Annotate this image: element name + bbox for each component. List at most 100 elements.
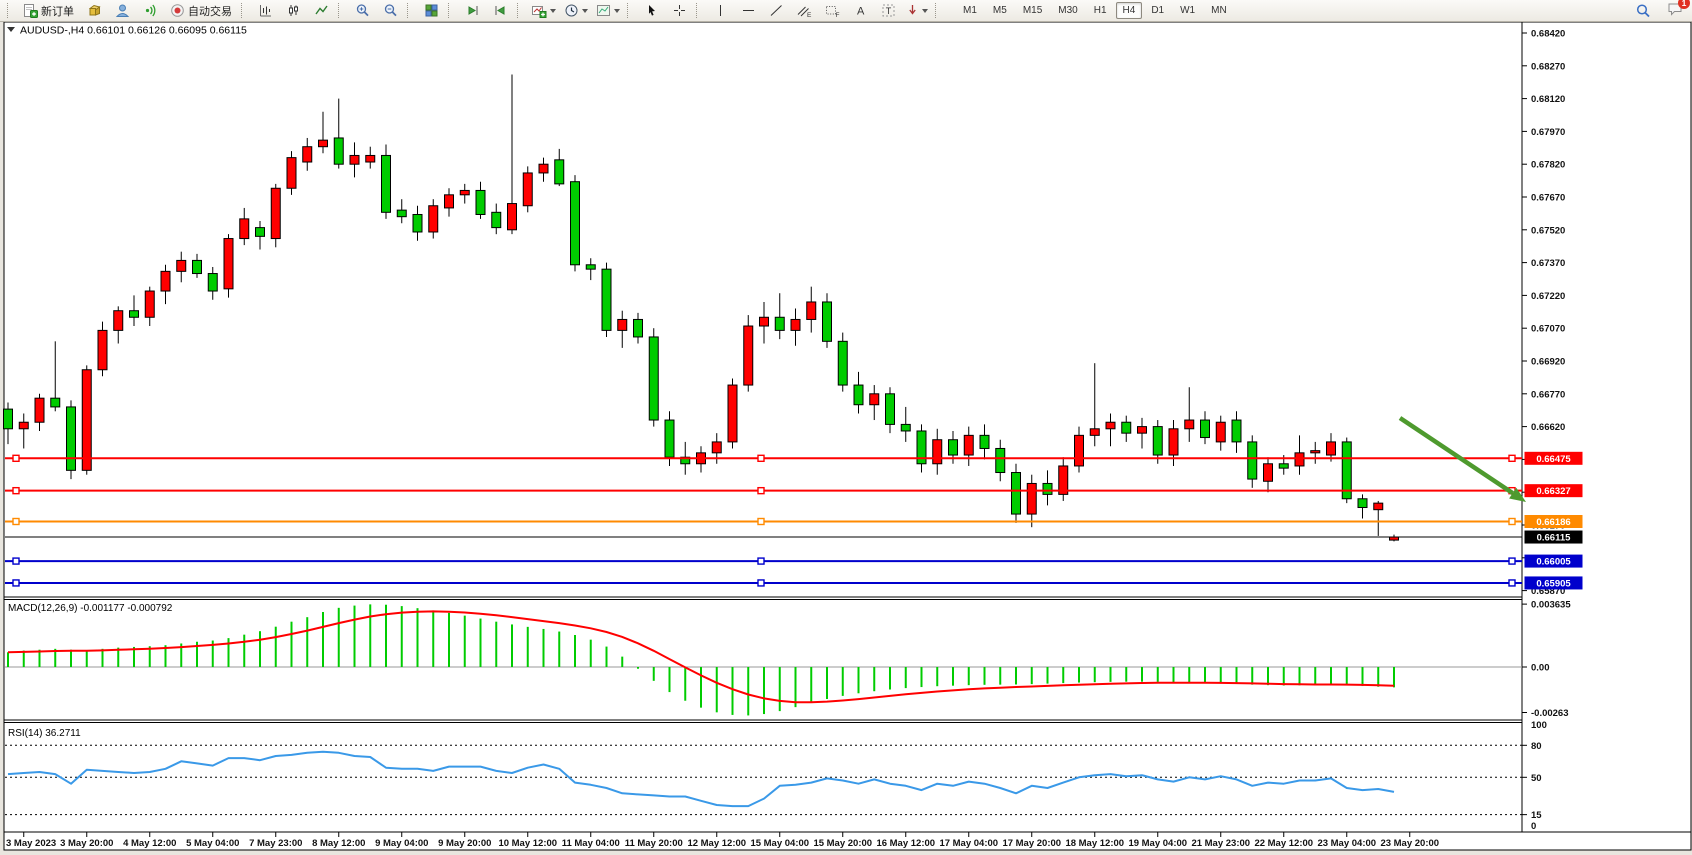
line-chart-icon <box>314 3 329 18</box>
trend-arrow[interactable] <box>1398 416 1526 502</box>
dropdown-caret <box>582 8 588 13</box>
hline-handle[interactable] <box>12 579 20 587</box>
candle-body <box>774 316 785 331</box>
candle <box>160 264 171 305</box>
candle <box>759 301 769 344</box>
hline-handle[interactable] <box>757 454 765 463</box>
rsi-line <box>7 750 1395 808</box>
candle <box>1184 387 1195 442</box>
vertical-line-tool[interactable] <box>707 1 733 21</box>
candle-body <box>1310 450 1321 454</box>
candle-body <box>1278 463 1289 469</box>
timeframe-MN[interactable]: MN <box>1211 5 1227 16</box>
rsi-label: RSI(14) 36.2711 <box>8 728 81 739</box>
rsi-axis: 100 80 50 150 <box>1522 720 1547 832</box>
candle-body <box>853 384 864 406</box>
autotrading-label: 自动交易 <box>188 5 232 18</box>
candle <box>255 221 265 250</box>
profile-icon <box>115 3 130 18</box>
candle <box>18 413 29 449</box>
cursor-button[interactable] <box>638 1 664 21</box>
chat-icon[interactable]: 1 <box>1667 0 1690 22</box>
indicators-button[interactable] <box>528 1 559 21</box>
candle <box>428 199 439 239</box>
timeframe-W1[interactable]: W1 <box>1180 5 1196 16</box>
timeframe-H1[interactable]: H1 <box>1093 5 1107 16</box>
candle <box>995 439 1006 482</box>
hline-handle[interactable] <box>12 517 20 526</box>
autotrading-button[interactable]: 自动交易 <box>165 1 237 21</box>
collapse-triangle-icon[interactable] <box>7 27 15 32</box>
trend-arrow-shaft[interactable] <box>1398 416 1514 495</box>
trend-arrow-head[interactable] <box>1509 487 1526 502</box>
hline-handle[interactable] <box>12 454 20 463</box>
text-tool[interactable]: A <box>847 1 873 21</box>
styler-button[interactable] <box>81 1 107 21</box>
hline-0.66475[interactable]: 0.66475 <box>5 451 1583 465</box>
auto-scroll-button[interactable] <box>459 1 485 21</box>
hline-handle[interactable] <box>1508 579 1516 587</box>
community-button[interactable] <box>109 1 135 21</box>
hline-handle[interactable] <box>757 579 765 587</box>
timeframe-M15[interactable]: M15 <box>1022 5 1043 16</box>
label-tool[interactable]: T <box>875 1 901 21</box>
arrows-tool[interactable] <box>903 1 931 21</box>
date-label: 10 May 12:00 <box>498 838 557 849</box>
candle <box>1294 435 1305 475</box>
tile-windows-button[interactable] <box>418 1 444 21</box>
date-label: 19 May 04:00 <box>1128 838 1187 849</box>
hline-0.66115[interactable]: 0.66115 <box>5 530 1583 544</box>
candle-body <box>554 159 565 185</box>
timeframe-M30[interactable]: M30 <box>1058 5 1078 16</box>
date-label: 22 May 12:00 <box>1254 838 1313 849</box>
candle <box>81 365 92 475</box>
periods-button[interactable] <box>561 1 591 21</box>
hline-0.66186[interactable]: 0.66186 <box>5 515 1583 529</box>
candle <box>223 234 234 298</box>
arrow-marker-icon <box>906 3 919 18</box>
candle-body <box>144 290 155 318</box>
candlestick-chart-button[interactable] <box>280 1 306 21</box>
hline-handle[interactable] <box>1508 557 1516 565</box>
templates-button[interactable] <box>593 1 623 21</box>
horizontal-line-tool[interactable] <box>735 1 761 21</box>
fibonacci-tool[interactable]: F <box>819 1 845 21</box>
search-icon[interactable] <box>1630 1 1656 21</box>
line-chart-button[interactable] <box>308 1 334 21</box>
signals-button[interactable] <box>137 1 163 21</box>
candle <box>1326 433 1336 462</box>
timeframe-M1[interactable]: M1 <box>963 5 977 16</box>
hline-handle[interactable] <box>1508 517 1516 526</box>
zoom-out-button[interactable] <box>377 1 403 21</box>
channel-tool[interactable]: E <box>791 1 817 21</box>
hline-handle[interactable] <box>757 486 765 495</box>
bar-chart-button[interactable] <box>252 1 278 21</box>
hline-handle[interactable] <box>12 557 20 565</box>
hline-handle[interactable] <box>1508 454 1516 463</box>
new-order-button[interactable]: 新订单 <box>18 1 79 21</box>
timeframe-D1[interactable]: D1 <box>1151 5 1165 16</box>
trendline-tool[interactable] <box>763 1 789 21</box>
chart-shift-button[interactable] <box>487 1 513 21</box>
candle <box>869 385 880 421</box>
candle <box>1105 413 1116 447</box>
timeframe-H4[interactable]: H4 <box>1115 2 1143 19</box>
hline-handle[interactable] <box>757 557 765 565</box>
hline-0.65905[interactable]: 0.65905 <box>5 576 1583 590</box>
candle-body <box>743 325 754 386</box>
macd-signal-line <box>7 610 1395 704</box>
candle-body <box>932 439 943 465</box>
candle-body <box>475 189 486 215</box>
price-tick-label: 0.67970 <box>1531 127 1565 138</box>
macd-tick-label: 0.003635 <box>1531 600 1571 611</box>
zoom-in-button[interactable] <box>349 1 375 21</box>
crosshair-button[interactable] <box>666 1 692 21</box>
candle <box>554 148 565 187</box>
candle-body <box>428 205 439 233</box>
timeframe-M5[interactable]: M5 <box>992 5 1007 16</box>
hline-handle[interactable] <box>12 486 20 495</box>
hline-handle[interactable] <box>757 517 765 526</box>
hline-0.66005[interactable]: 0.66005 <box>5 554 1583 568</box>
bar-chart-icon <box>258 3 273 18</box>
